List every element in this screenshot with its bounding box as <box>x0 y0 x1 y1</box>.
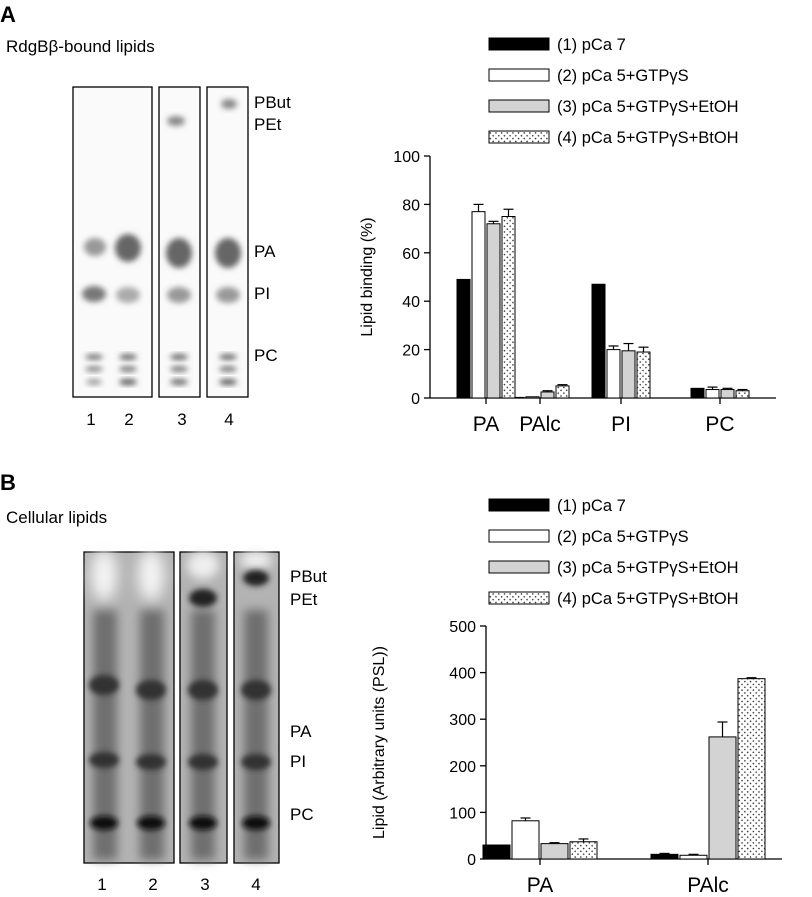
panel-a-x-tick-label-1: PAlc <box>519 413 561 436</box>
panel-a-label-pi: PI <box>254 284 270 303</box>
panel-a-tlc-image <box>72 86 249 398</box>
panel-a-x-tick-label-2: PI <box>611 413 631 436</box>
panel-b-tlc-image <box>83 549 280 864</box>
panel-b-y-tick-label-4: 400 <box>449 666 476 683</box>
panel-b-subtitle: Cellular lipids <box>6 508 107 527</box>
panel-b-y-tick-label-1: 100 <box>449 805 476 822</box>
legend-swatch-3 <box>488 560 550 574</box>
panel-b-y-tick-label-0: 0 <box>467 852 476 869</box>
legend-swatch-1 <box>488 37 550 51</box>
panel-a-label-pa: PA <box>254 242 276 261</box>
panel-b-bar-s2-PAlc <box>679 854 708 860</box>
legend-label-4: (4) pCa 5+GTPγS+BtOH <box>557 590 739 608</box>
panel-a-y-tick-label-3: 60 <box>402 246 420 263</box>
panel-a-x-tick-label-3: PC <box>705 413 734 436</box>
panel-b-lane-3: 3 <box>200 875 209 894</box>
panel-a-bar-chart: 0 20 40 60 80 100 Lipid binding (%) PA PAlc PI PC <box>359 149 776 436</box>
panel-b-bar-s3-PAlc <box>708 736 737 860</box>
panel-a-bar-s4-PC <box>735 390 750 399</box>
legend-swatch-2 <box>488 529 550 543</box>
legend-swatch-2 <box>488 68 550 82</box>
panel-b-y-tick-label-2: 200 <box>449 759 476 776</box>
panel-b-lane-1: 1 <box>97 875 106 894</box>
panel-b-bar-s4-PA <box>569 841 598 860</box>
legend-label-2: (2) pCa 5+GTPγS <box>557 528 689 546</box>
panel-a-bar-s3-PAlc <box>540 391 555 399</box>
panel-b-bar-s3-PA <box>540 843 569 860</box>
panel-a-label-pc: PC <box>254 346 278 365</box>
panel-a-bar-s2-PAlc <box>525 396 540 399</box>
panel-a-bar-s2-PI <box>606 349 621 399</box>
panel-a-bar-s2-PA <box>471 211 486 399</box>
panel-a-bar-s2-PC <box>705 389 720 399</box>
panel-a-y-tick-label-4: 80 <box>402 197 420 214</box>
panel-a-y-axis-label: Lipid binding (%) <box>359 217 376 336</box>
legend-label-1: (1) pCa 7 <box>557 497 626 515</box>
panel-b-lane-2: 2 <box>148 875 157 894</box>
panel-a-letter: A <box>0 2 16 27</box>
panel-a-x-tick-label-0: PA <box>473 413 499 436</box>
legend-swatch-3 <box>488 99 550 113</box>
panel-a-bar-s1-PA <box>456 278 471 399</box>
panel-b-bar-s1-PA <box>482 844 511 860</box>
panel-a-legend: (1) pCa 7 (2) pCa 5+GTPγS (3) pCa 5+GTPγS+… <box>488 36 739 147</box>
panel-b-label-pbut: PBut <box>290 567 327 586</box>
panel-a-bar-s3-PA <box>486 223 501 399</box>
panel-b-label-pa: PA <box>290 722 312 741</box>
panel-b-bar-s1-PAlc <box>650 853 679 860</box>
panel-a-bar-s1-PI <box>591 283 606 399</box>
panel-b-x-tick-label-0: PA <box>527 874 553 897</box>
panel-b-lane-4: 4 <box>251 875 260 894</box>
legend-swatch-4 <box>488 130 550 144</box>
panel-a-bar-s4-PI <box>636 351 651 399</box>
panel-b-label-pc: PC <box>290 805 314 824</box>
panel-b-bar-s2-PA <box>511 820 540 860</box>
panel-b-y-tick-label-3: 300 <box>449 712 476 729</box>
legend-label-2: (2) pCa 5+GTPγS <box>557 67 689 85</box>
panel-b-letter: B <box>0 470 16 495</box>
panel-a-bar-s3-PI <box>621 350 636 399</box>
panel-b-bar-s4-PAlc <box>737 678 766 860</box>
panel-b-y-axis-label: Lipid (Arbitrary units (PSL)) <box>371 646 388 839</box>
panel-a-y-tick-label-1: 20 <box>402 343 420 360</box>
legend-label-3: (3) pCa 5+GTPγS+EtOH <box>557 559 739 577</box>
panel-a-y-tick-label-0: 0 <box>411 391 420 408</box>
panel-b-legend: (1) pCa 7 (2) pCa 5+GTPγS (3) pCa 5+GTPγS+… <box>488 497 739 608</box>
panel-a-label-pbut: PBut <box>254 93 291 112</box>
legend-label-4: (4) pCa 5+GTPγS+BtOH <box>557 129 739 147</box>
panel-a-lane-4: 4 <box>224 410 233 429</box>
panel-a-lane-1: 1 <box>86 410 95 429</box>
legend-label-1: (1) pCa 7 <box>557 36 626 54</box>
panel-a-bar-s4-PAlc <box>555 385 570 399</box>
panel-a-y-tick-label-2: 40 <box>402 294 420 311</box>
panel-a-lane-2: 2 <box>124 410 133 429</box>
panel-a-y-tick-label-5: 100 <box>393 149 420 166</box>
panel-a-lane-3: 3 <box>177 410 186 429</box>
panel-b-label-pet: PEt <box>290 590 318 609</box>
panel-b-label-pi: PI <box>290 752 306 771</box>
panel-b-x-tick-label-1: PAlc <box>687 874 729 897</box>
panel-a-label-pet: PEt <box>254 115 282 134</box>
legend-label-3: (3) pCa 5+GTPγS+EtOH <box>557 98 739 116</box>
legend-swatch-1 <box>488 498 550 512</box>
panel-a-bar-s4-PA <box>501 216 516 399</box>
legend-swatch-4 <box>488 591 550 605</box>
panel-a-bar-s1-PC <box>690 387 705 399</box>
panel-a-bar-s3-PC <box>720 389 735 399</box>
panel-b-bar-chart: 0 100 200 300 400 500 Lipid (Arbitrary units (… <box>371 619 782 897</box>
panel-a-subtitle: RdgBβ-bound lipids <box>6 37 155 56</box>
panel-b-y-tick-label-5: 500 <box>449 619 476 636</box>
